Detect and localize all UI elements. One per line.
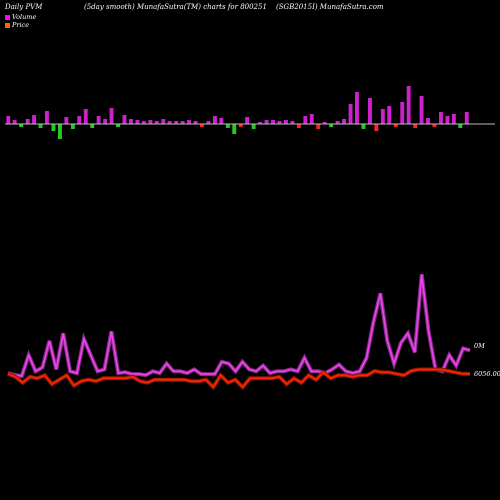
header-chart-title: (5day smooth) MunafaSutra(TM) charts for… bbox=[84, 3, 267, 11]
legend-volume: Volume bbox=[5, 13, 36, 21]
volume-bar bbox=[161, 119, 166, 124]
volume-bar bbox=[258, 122, 263, 124]
volume-bar bbox=[77, 116, 82, 124]
volume-bar bbox=[109, 108, 114, 124]
volume-bar bbox=[103, 119, 108, 124]
volume-bar bbox=[284, 120, 288, 124]
volume-bar bbox=[96, 116, 101, 124]
volume-bar bbox=[380, 109, 385, 124]
volume-bar bbox=[135, 120, 140, 124]
volume-bar bbox=[116, 124, 120, 127]
volume-bar bbox=[374, 124, 379, 131]
volume-bar bbox=[251, 124, 256, 129]
volume-bar bbox=[368, 98, 372, 124]
volume-bar bbox=[200, 124, 204, 127]
volume-bar bbox=[296, 124, 301, 128]
volume-bar bbox=[225, 124, 230, 128]
volume-bar bbox=[58, 124, 62, 139]
legend-volume-label: Volume bbox=[12, 13, 37, 21]
volume-bar bbox=[187, 120, 191, 124]
volume-bar bbox=[309, 114, 314, 124]
volume-bar bbox=[277, 121, 282, 124]
volume-bar bbox=[355, 92, 359, 124]
volume-bar bbox=[316, 124, 321, 129]
legend-volume-swatch bbox=[5, 14, 10, 20]
volume-bar bbox=[419, 96, 424, 124]
indicator-series bbox=[7, 274, 471, 379]
volume-bar bbox=[400, 102, 405, 124]
volume-bar bbox=[393, 124, 398, 127]
volume-bar bbox=[83, 109, 88, 124]
volume-bar bbox=[141, 121, 146, 124]
volume-bar bbox=[213, 116, 217, 124]
price-label: 6056.00 bbox=[474, 370, 500, 378]
volume-bar bbox=[154, 121, 159, 124]
volume-bar bbox=[458, 124, 463, 128]
header-left-title: Daily PVM bbox=[5, 3, 43, 11]
volume-bar bbox=[122, 115, 127, 124]
volume-bar bbox=[335, 121, 340, 124]
volume-bar bbox=[206, 121, 211, 124]
volume-bar bbox=[348, 104, 353, 124]
indicator-line bbox=[7, 274, 471, 377]
volume-bar bbox=[361, 124, 366, 129]
volume-bar bbox=[232, 124, 237, 134]
volume-bar bbox=[167, 121, 172, 124]
header-site-name: (SGB2015I) MunafaSutra.com bbox=[276, 3, 384, 11]
volume-bar bbox=[180, 121, 185, 124]
legend-price-swatch bbox=[5, 22, 10, 28]
volume-bar bbox=[413, 124, 418, 128]
volume-bars bbox=[6, 86, 469, 139]
volume-bar bbox=[238, 124, 243, 127]
legend-price-label: Price bbox=[12, 21, 30, 29]
volume-bar bbox=[12, 120, 17, 124]
volume-bar bbox=[32, 115, 36, 124]
volume-bar bbox=[445, 116, 450, 124]
volume-bar bbox=[451, 114, 456, 124]
volume-bar bbox=[464, 112, 469, 124]
indicator-label: 0M bbox=[474, 342, 485, 350]
volume-bar bbox=[271, 120, 275, 124]
price-line bbox=[7, 368, 470, 389]
volume-bar bbox=[19, 124, 24, 127]
volume-bar bbox=[90, 124, 95, 128]
volume-bar bbox=[193, 121, 198, 124]
volume-bar bbox=[245, 117, 250, 124]
volume-bar bbox=[432, 124, 437, 127]
volume-bar bbox=[25, 119, 30, 124]
volume-bar bbox=[290, 121, 295, 124]
volume-bar bbox=[426, 118, 430, 124]
volume-bar bbox=[264, 120, 269, 124]
volume-bar bbox=[322, 122, 327, 124]
volume-bar bbox=[38, 124, 43, 128]
volume-bar bbox=[174, 121, 179, 124]
volume-bar bbox=[219, 118, 224, 124]
volume-bar bbox=[303, 116, 308, 124]
volume-bar bbox=[439, 112, 443, 124]
volume-bar bbox=[329, 124, 334, 127]
volume-bar bbox=[70, 124, 75, 129]
volume-bar bbox=[342, 119, 346, 124]
volume-bar bbox=[129, 119, 133, 124]
volume-bar bbox=[6, 116, 11, 124]
volume-bar bbox=[45, 111, 49, 124]
volume-bar bbox=[148, 120, 153, 124]
price-series bbox=[7, 367, 470, 391]
volume-bar bbox=[51, 124, 56, 131]
volume-bar bbox=[387, 106, 392, 124]
legend-price: Price bbox=[5, 21, 29, 29]
volume-bar bbox=[406, 86, 411, 124]
indicator-line-glow bbox=[7, 274, 471, 379]
volume-bar bbox=[64, 117, 69, 124]
